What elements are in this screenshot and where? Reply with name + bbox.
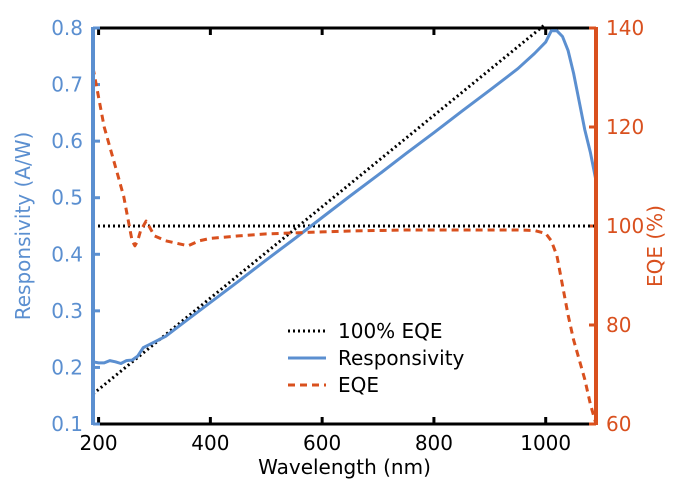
x-tick-label-3: 800 <box>415 431 453 455</box>
x-tick-label-1: 400 <box>191 431 229 455</box>
x-tick-label-0: 200 <box>79 431 117 455</box>
y-left-tick-label-6: 0.7 <box>51 73 83 97</box>
legend-label-0: 100% EQE <box>338 319 443 343</box>
y-left-tick-label-5: 0.6 <box>51 129 83 153</box>
legend-label-1: Responsivity <box>338 346 465 370</box>
legend-label-2: EQE <box>338 373 379 397</box>
y-left-tick-label-7: 0.8 <box>51 16 83 40</box>
x-tick-label-4: 1000 <box>520 431 571 455</box>
y-right-tick-label-2: 100 <box>606 214 644 238</box>
y-left-tick-label-2: 0.3 <box>51 299 83 323</box>
series-line-responsivity <box>92 29 598 365</box>
x-axis-title: Wavelength (nm) <box>258 455 431 479</box>
y-left-axis-title: Responsivity (A/W) <box>11 132 35 321</box>
y-right-tick-label-1: 80 <box>606 313 631 337</box>
y-left-tick-label-1: 0.2 <box>51 355 83 379</box>
y-right-tick-label-4: 140 <box>606 16 644 40</box>
y-right-tick-label-0: 60 <box>606 412 631 436</box>
x-tick-label-2: 600 <box>303 431 341 455</box>
y-right-tick-label-3: 120 <box>606 115 644 139</box>
y-left-tick-label-0: 0.1 <box>51 412 83 436</box>
y-right-axis-title: EQE (%) <box>643 205 667 287</box>
series-line-eqe <box>91 67 598 425</box>
y-left-tick-label-3: 0.4 <box>51 242 83 266</box>
y-left-tick-label-4: 0.5 <box>51 186 83 210</box>
